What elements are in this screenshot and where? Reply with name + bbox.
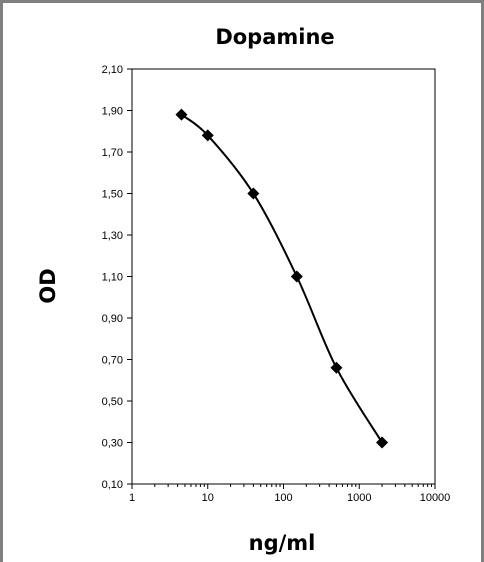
chart-title: Dopamine (215, 25, 334, 49)
plot-area (131, 68, 436, 485)
x-axis-title: ng/ml (249, 531, 316, 555)
data-points (175, 108, 389, 449)
data-point-diamond (290, 270, 303, 283)
data-point-diamond (175, 108, 188, 121)
data-point-diamond (247, 187, 260, 200)
x-tick-label: 1 (129, 492, 135, 504)
y-axis: 0,10 0,30 0,50 0,70 0,90 1,10 1,30 1,50 1,70 1,90… (102, 64, 132, 491)
y-tick-label: 0,70 (102, 355, 123, 367)
y-axis-title: OD (36, 268, 60, 303)
x-tick-label: 100 (274, 492, 292, 504)
y-tick-label: 1,70 (102, 147, 123, 159)
x-axis: 1 10 100 1000 10000 (129, 484, 450, 504)
data-point-diamond (376, 436, 389, 449)
x-tick-label: 10 (202, 492, 214, 504)
x-tick-label: 1000 (347, 492, 371, 504)
y-tick-label: 1,10 (102, 272, 123, 284)
y-tick-label: 0,30 (102, 438, 123, 450)
data-point-diamond (201, 129, 214, 142)
y-tick-label: 0,10 (102, 479, 123, 491)
y-tick-label: 1,90 (102, 106, 123, 118)
fit-curve (180, 113, 383, 444)
y-tick-label: 2,10 (102, 64, 123, 76)
y-tick-label: 1,30 (102, 230, 123, 242)
y-tick-label: 0,90 (102, 313, 123, 325)
y-tick-label: 0,50 (102, 396, 123, 408)
y-tick-label: 1,50 (102, 189, 123, 201)
data-point-diamond (330, 361, 343, 374)
x-tick-label: 10000 (420, 492, 451, 504)
